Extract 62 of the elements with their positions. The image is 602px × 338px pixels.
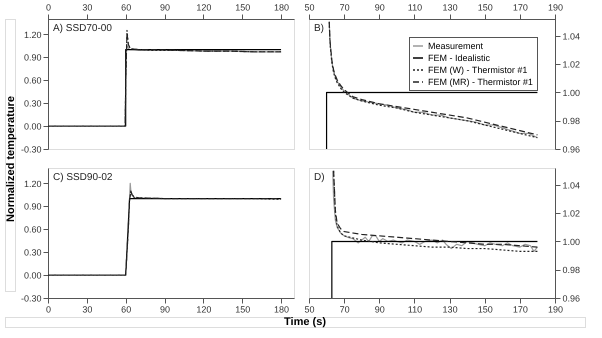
x-tick-label: 30: [82, 2, 92, 12]
x-axis-title: Time (s): [284, 316, 326, 328]
y-tick-label: 0.90: [24, 202, 42, 212]
x-tick-label: 50: [304, 2, 315, 12]
x-tick-label: 50: [304, 304, 315, 314]
x-tick-label: 30: [82, 304, 92, 314]
y-tick-label: 0.98: [562, 116, 580, 126]
y-tick-label: 0.98: [562, 265, 580, 276]
y-tick-label: 1.04: [562, 31, 580, 42]
x-tick-label: 70: [340, 304, 350, 314]
x-tick-label: 150: [478, 2, 493, 12]
y-tick-label: 1.02: [562, 60, 580, 70]
y-tick-label: 0.00: [24, 122, 42, 132]
chart-title: B): [314, 23, 324, 34]
x-tick-label: 170: [512, 304, 528, 314]
x-tick-label: 190: [548, 2, 564, 12]
y-tick-label: 0.00: [24, 270, 42, 281]
y-tick-label: 1.20: [24, 30, 42, 40]
x-tick-label: 170: [512, 2, 528, 12]
y-tick-label: 1.02: [562, 208, 580, 219]
y-tick-label: 1.04: [562, 180, 580, 190]
y-axis-title: Normalized temperature: [5, 96, 17, 222]
x-tick-label: 70: [340, 2, 350, 12]
x-tick-label: 0: [46, 2, 52, 12]
y-tick-label: 1.00: [562, 88, 580, 98]
legend-label: FEM - Idealistic: [428, 53, 491, 63]
x-tick-label: 60: [121, 2, 132, 12]
y-tick-label: 1.20: [24, 178, 42, 189]
x-tick-label: 150: [235, 2, 250, 12]
legend-label: Measurement: [428, 41, 484, 51]
x-tick-label: 130: [442, 2, 458, 12]
y-tick-label: 0.96: [562, 144, 580, 154]
x-tick-label: 120: [196, 2, 212, 12]
x-tick-label: 180: [274, 2, 290, 12]
x-tick-label: 190: [548, 304, 564, 314]
y-tick-label: 1.00: [562, 236, 580, 247]
x-tick-label: 110: [408, 304, 422, 314]
x-tick-label: 180: [274, 304, 290, 314]
x-tick-label: 90: [160, 2, 170, 12]
y-tick-label: 0.30: [24, 248, 42, 258]
x-tick-label: 0: [46, 304, 52, 314]
legend-label: FEM (MR) - Thermistor #1: [428, 77, 533, 87]
y-tick-label: 0.90: [24, 52, 42, 63]
x-tick-label: 120: [196, 304, 212, 314]
chart-title: A) SSD70-00: [53, 23, 112, 34]
x-tick-label: 110: [408, 2, 422, 12]
chart-title: C) SSD90-02: [53, 172, 113, 183]
y-tick-label: -0.30: [20, 144, 42, 154]
chart-title: D): [314, 172, 325, 183]
y-tick-label: 0.60: [24, 76, 42, 86]
legend-label: FEM (W) - Thermistor #1: [428, 65, 528, 75]
x-tick-label: 150: [478, 304, 493, 314]
x-tick-label: 60: [121, 304, 132, 314]
y-tick-label: -0.30: [20, 294, 42, 304]
y-tick-label: 0.60: [24, 224, 42, 235]
x-tick-label: 90: [374, 2, 385, 12]
x-tick-label: 130: [442, 304, 458, 314]
y-tick-label: 0.96: [562, 294, 580, 304]
x-tick-label: 90: [374, 304, 385, 314]
y-tick-label: 0.30: [24, 98, 42, 109]
x-tick-label: 150: [235, 304, 250, 314]
x-tick-label: 90: [160, 304, 170, 314]
